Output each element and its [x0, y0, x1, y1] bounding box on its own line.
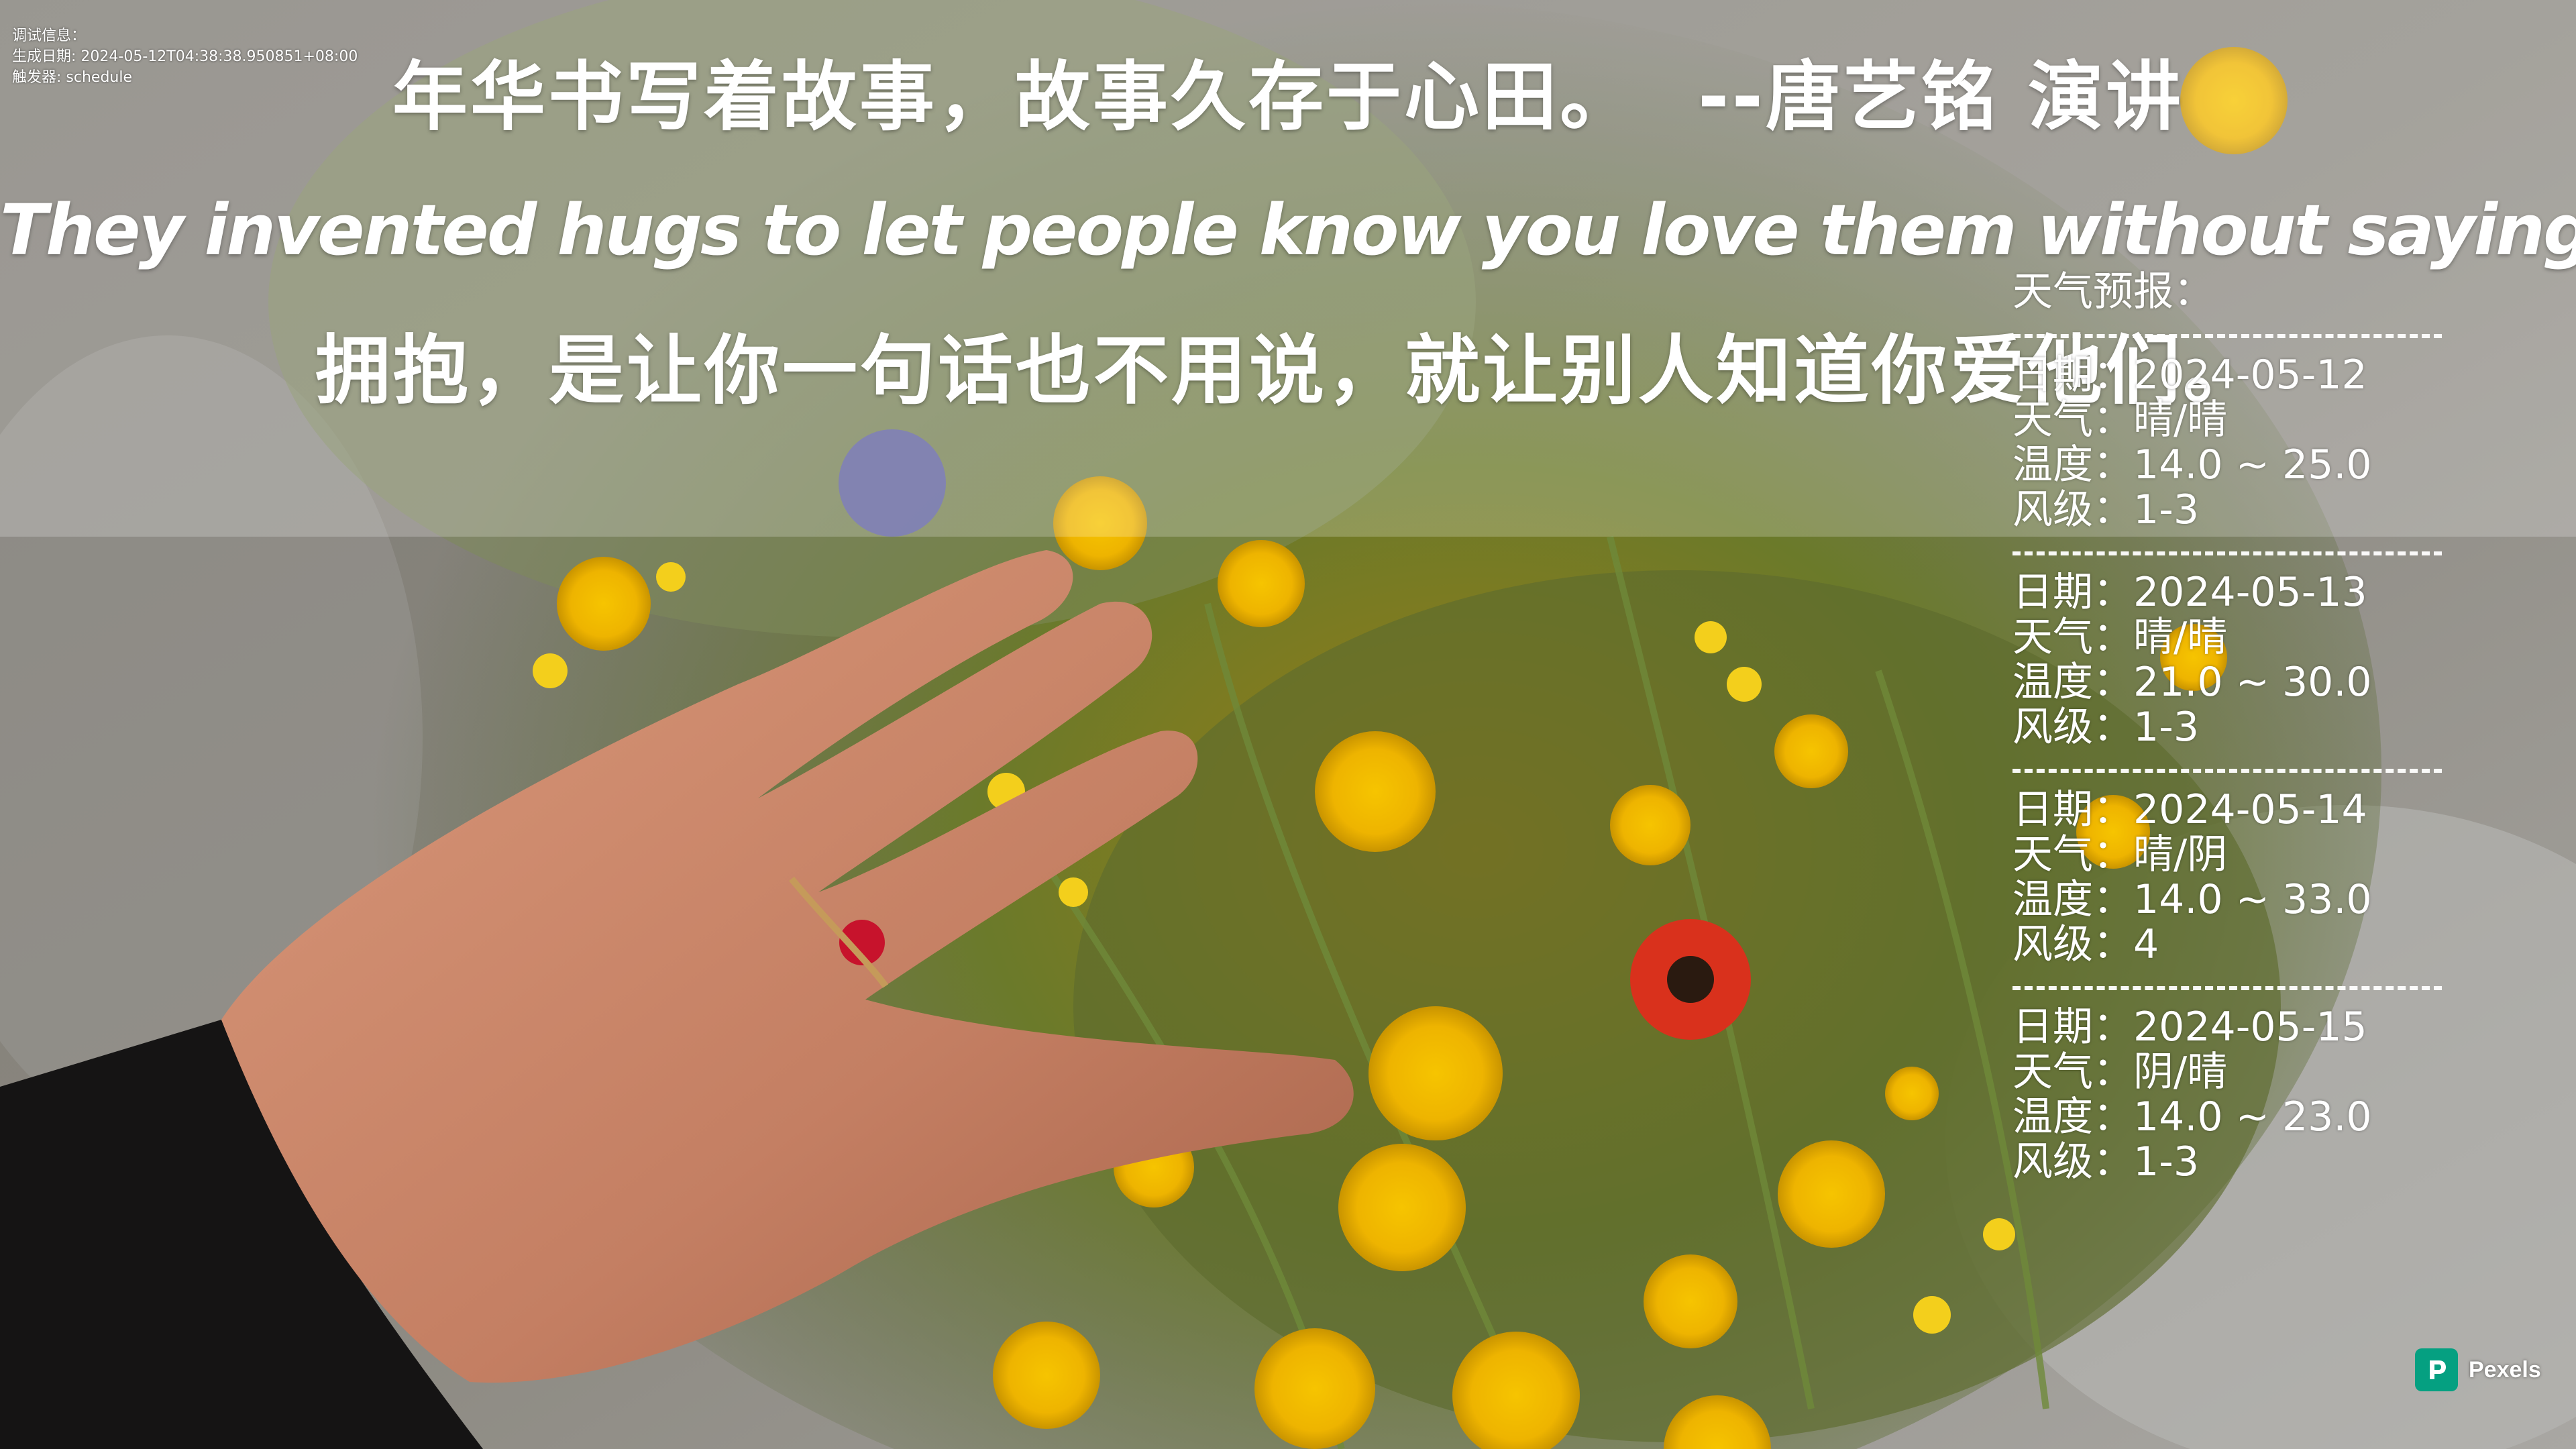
chinese-quote: 年华书写着故事，故事久存于心田。 --唐艺铭 演讲: [0, 47, 2576, 148]
forecast-date: 日期：2024-05-12: [2012, 352, 2367, 398]
forecast-weather: 天气：晴/阴: [2012, 831, 2228, 878]
forecast-wind: 风级：1-3: [2012, 486, 2199, 533]
forecast-wind: 风级：4: [2012, 921, 2159, 968]
forecast-weather: 天气：晴/晴: [2012, 614, 2228, 661]
forecast-temperature: 温度：14.0 ~ 33.0: [2012, 876, 2372, 923]
forecast-wind: 风级：1-3: [2012, 704, 2199, 751]
weather-forecast-panel: 天气预报： 日期：2024-05-12 天气：晴/晴 温度：14.0 ~ 25.…: [2012, 268, 2442, 1185]
forecast-weather: 天气：阴/晴: [2012, 1049, 2228, 1095]
chinese-quote-text: 年华书写着故事，故事久存于心田。: [392, 54, 1638, 141]
pexels-logo-icon: [2415, 1348, 2458, 1391]
forecast-wind: 风级：1-3: [2012, 1138, 2199, 1185]
debug-title: 调试信息：: [12, 28, 87, 44]
forecast-date: 日期：2024-05-13: [2012, 569, 2367, 616]
forecast-weather: 天气：晴/晴: [2012, 396, 2228, 443]
debug-trigger: 触发器: schedule: [12, 69, 132, 86]
quote-author: --唐艺铭 演讲: [1698, 54, 2184, 141]
pexels-credit[interactable]: Pexels: [2415, 1348, 2541, 1391]
forecast-day: 日期：2024-05-13 天气：晴/晴 温度：21.0 ~ 30.0 风级：1…: [2012, 570, 2442, 750]
debug-generated-date: 生成日期: 2024-05-12T04:38:38.950851+08:00: [12, 48, 358, 65]
forecast-date: 日期：2024-05-14: [2012, 786, 2367, 833]
divider: [2012, 334, 2442, 338]
pexels-brand-name: Pexels: [2469, 1356, 2541, 1383]
forecast-temperature: 温度：21.0 ~ 30.0: [2012, 659, 2372, 706]
forecast-day: 日期：2024-05-12 天气：晴/晴 温度：14.0 ~ 25.0 风级：1…: [2012, 353, 2442, 533]
forecast-day: 日期：2024-05-15 天气：阴/晴 温度：14.0 ~ 23.0 风级：1…: [2012, 1005, 2442, 1185]
forecast-temperature: 温度：14.0 ~ 23.0: [2012, 1093, 2372, 1140]
english-quote: They invented hugs to let people know yo…: [0, 189, 2576, 271]
quote-backdrop: [0, 0, 2576, 537]
debug-info: 调试信息： 生成日期: 2024-05-12T04:38:38.950851+0…: [12, 25, 482, 88]
forecast-date: 日期：2024-05-15: [2012, 1004, 2367, 1051]
forecast-day: 日期：2024-05-14 天气：晴/阴 温度：14.0 ~ 33.0 风级：4: [2012, 788, 2442, 967]
divider: [2012, 986, 2442, 990]
divider: [2012, 769, 2442, 773]
weather-title: 天气预报：: [2012, 268, 2214, 315]
english-quote-translation: 拥抱，是让你一句话也不用说，就让别人知道你爱他们。: [315, 327, 2261, 415]
divider: [2012, 551, 2442, 555]
forecast-temperature: 温度：14.0 ~ 25.0: [2012, 441, 2372, 488]
